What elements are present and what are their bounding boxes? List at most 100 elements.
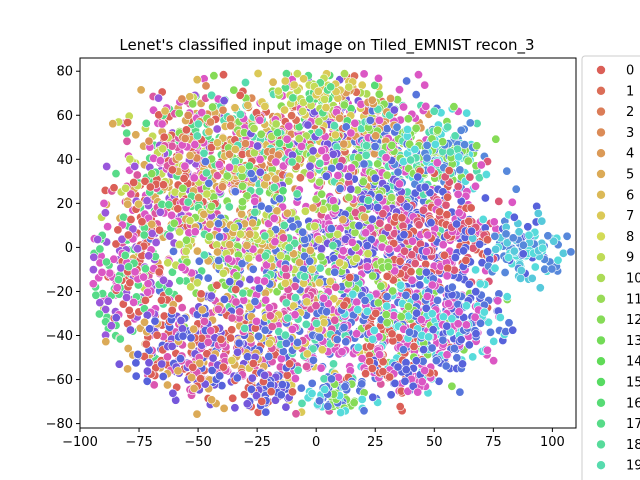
- scatter-point: [111, 169, 121, 179]
- scatter-point: [111, 313, 121, 323]
- scatter-point: [472, 141, 482, 151]
- scatter-point: [245, 274, 255, 284]
- scatter-point: [535, 283, 545, 293]
- scatter-point: [114, 359, 124, 369]
- scatter-point: [141, 118, 151, 128]
- legend-marker: [596, 231, 606, 242]
- scatter-point: [482, 345, 492, 355]
- legend-marker: [596, 86, 606, 96]
- legend-label: 1: [626, 84, 634, 99]
- scatter-point: [238, 181, 248, 191]
- scatter-point: [479, 307, 489, 317]
- legend-label: 11: [626, 292, 640, 307]
- scatter-point: [168, 388, 178, 398]
- scatter-point: [288, 93, 298, 103]
- scatter-point: [547, 264, 557, 274]
- scatter-point: [353, 342, 363, 352]
- scatter-point: [464, 279, 474, 289]
- scatter-point: [455, 387, 465, 397]
- scatter-point: [124, 305, 134, 315]
- scatter-point: [348, 289, 358, 299]
- x-tick-label: −75: [125, 435, 152, 450]
- scatter-point: [310, 221, 320, 231]
- scatter-point: [291, 409, 301, 419]
- scatter-point: [115, 334, 125, 344]
- scatter-point: [314, 278, 324, 288]
- scatter-point: [344, 82, 354, 92]
- scatter-point: [361, 150, 371, 160]
- scatter-point: [158, 144, 168, 154]
- scatter-point: [438, 312, 448, 322]
- scatter-point: [125, 278, 135, 288]
- scatter-point: [155, 225, 165, 235]
- y-tick-label: 20: [56, 197, 73, 212]
- scatter-point: [301, 319, 311, 329]
- scatter-point: [105, 268, 115, 278]
- scatter-point: [155, 156, 165, 166]
- scatter-point: [424, 332, 434, 342]
- scatter-point: [190, 140, 200, 150]
- scatter-point: [464, 340, 474, 350]
- scatter-point: [361, 228, 371, 238]
- scatter-point: [123, 199, 133, 209]
- scatter-point: [275, 194, 285, 204]
- scatter-point: [315, 332, 325, 342]
- scatter-point: [290, 373, 300, 383]
- scatter-point: [235, 307, 245, 317]
- scatter-point: [444, 166, 454, 176]
- scatter-point: [305, 256, 315, 266]
- scatter-point: [280, 76, 290, 86]
- legend-label: 8: [626, 230, 634, 245]
- scatter-point: [315, 158, 325, 168]
- scatter-point: [219, 70, 229, 80]
- scatter-point: [383, 262, 393, 272]
- scatter-point: [183, 197, 193, 207]
- scatter-point: [227, 313, 237, 323]
- scatter-point: [328, 196, 338, 206]
- scatter-point: [456, 335, 466, 345]
- scatter-point: [357, 80, 367, 90]
- scatter-point: [272, 206, 282, 216]
- legend-label: 7: [626, 209, 634, 224]
- scatter-point: [476, 160, 486, 170]
- scatter-point: [108, 119, 118, 129]
- scatter-point: [371, 308, 381, 318]
- scatter-point: [402, 125, 412, 135]
- scatter-point: [413, 70, 423, 80]
- scatter-point: [282, 134, 292, 144]
- scatter-point: [122, 292, 132, 302]
- scatter-point: [102, 162, 112, 172]
- scatter-point: [231, 284, 241, 294]
- scatter-point: [300, 272, 310, 282]
- scatter-point: [322, 307, 332, 317]
- scatter-point: [481, 170, 491, 180]
- scatter-point: [442, 271, 452, 281]
- scatter-point: [418, 205, 428, 215]
- scatter-point: [455, 165, 465, 175]
- scatter-point: [410, 144, 420, 154]
- scatter-point: [300, 206, 310, 216]
- scatter-point: [404, 327, 414, 337]
- scatter-point: [317, 189, 327, 199]
- scatter-point: [125, 154, 135, 164]
- scatter-point: [262, 173, 272, 183]
- scatter-point: [427, 309, 437, 319]
- scatter-point: [254, 331, 264, 341]
- scatter-point: [389, 105, 399, 115]
- scatter-point: [370, 173, 380, 183]
- scatter-point: [359, 406, 369, 416]
- legend-label: 4: [626, 147, 634, 162]
- scatter-point: [365, 115, 375, 125]
- y-tick-label: 40: [56, 153, 73, 168]
- scatter-point: [177, 94, 187, 104]
- scatter-point: [433, 197, 443, 207]
- scatter-point: [255, 186, 265, 196]
- scatter-point: [280, 330, 290, 340]
- scatter-point: [100, 208, 110, 218]
- x-tick-label: 75: [485, 435, 502, 450]
- scatter-point: [523, 222, 533, 232]
- scatter-point: [279, 220, 289, 230]
- legend-marker: [596, 252, 606, 263]
- legend-marker: [596, 106, 606, 117]
- scatter-point: [167, 141, 177, 151]
